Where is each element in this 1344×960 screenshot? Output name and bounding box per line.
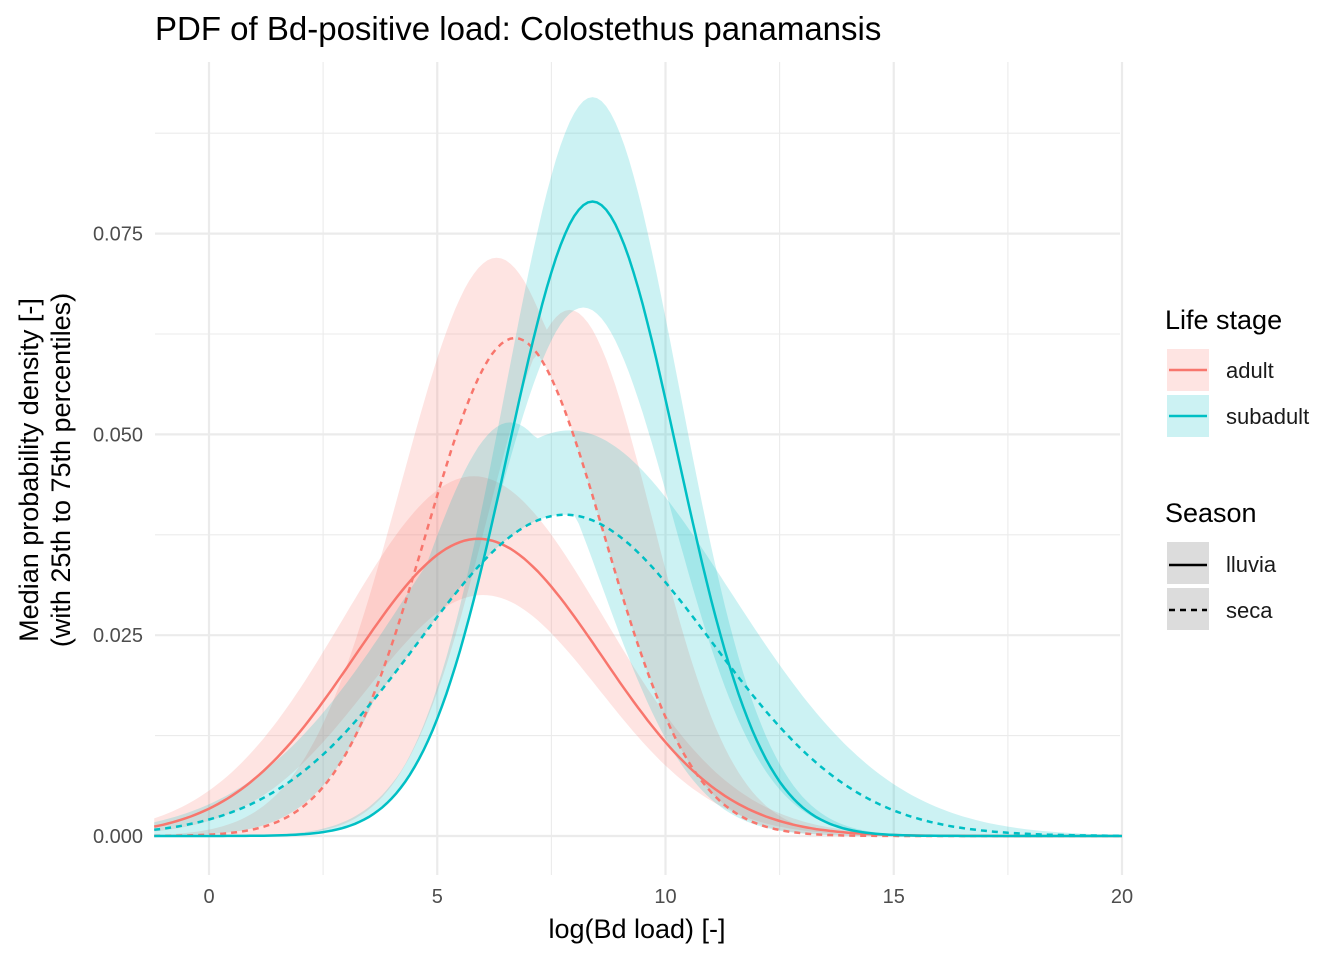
- legend-label-subadult: subadult: [1226, 404, 1309, 429]
- ribbon-subadult-seca: [154, 422, 1122, 836]
- y-tick-label: 0.000: [93, 826, 143, 848]
- legend-key-lluvia-fill: [1167, 542, 1209, 584]
- legend-season-title: Season: [1165, 498, 1257, 528]
- ribbon-subadult-lluvia: [154, 97, 1122, 837]
- series-line-subadult-seca: [154, 513, 1123, 838]
- ribbon-adult-lluvia: [154, 476, 1122, 836]
- ribbon-layer: [154, 97, 1122, 837]
- ribbon-adult-seca: [154, 257, 1122, 836]
- legend-season: Season lluvia seca: [1165, 498, 1277, 630]
- y-tick-label: 0.025: [93, 625, 143, 647]
- y-tick-label: 0.075: [93, 224, 143, 246]
- y-axis-title-line1: Median probability density [-]: [14, 298, 44, 642]
- chart-title: PDF of Bd-positive load: Colostethus pan…: [155, 10, 881, 47]
- x-tick-label: 5: [432, 886, 443, 908]
- x-tick-labels: 0 5 10 15 20: [203, 886, 1133, 908]
- y-tick-label: 0.050: [93, 424, 143, 446]
- y-tick-labels: 0.000 0.025 0.050 0.075: [93, 224, 143, 848]
- series-line-subadult-lluvia: [154, 200, 1122, 838]
- x-tick-label: 10: [654, 886, 676, 908]
- line-layer: [153, 200, 1123, 838]
- x-tick-label: 0: [203, 886, 214, 908]
- legend-label-adult: adult: [1226, 358, 1274, 383]
- x-axis-title: log(Bd load) [-]: [548, 914, 725, 944]
- legend-label-seca: seca: [1226, 598, 1273, 623]
- legend-life-stage: Life stage adult subadult: [1165, 305, 1309, 437]
- y-axis-title-line2: (with 25th to 75th percentiles): [46, 293, 76, 647]
- legend-label-lluvia: lluvia: [1226, 552, 1277, 577]
- legend-life-stage-title: Life stage: [1165, 305, 1282, 335]
- x-tick-label: 20: [1111, 886, 1133, 908]
- x-tick-label: 15: [883, 886, 905, 908]
